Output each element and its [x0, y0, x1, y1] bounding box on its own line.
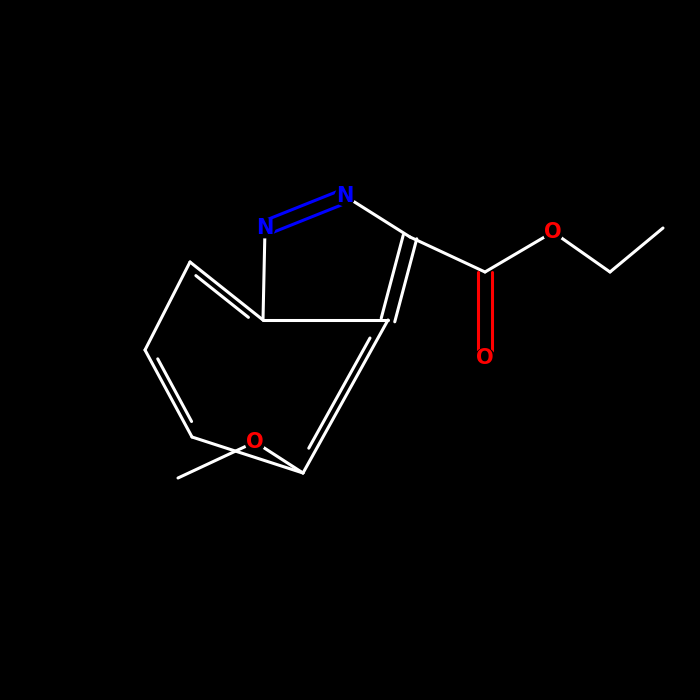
Circle shape [245, 432, 265, 452]
Text: O: O [246, 432, 264, 452]
Text: O: O [476, 348, 494, 368]
Circle shape [475, 349, 495, 368]
Text: N: N [336, 186, 354, 206]
Text: O: O [544, 222, 562, 242]
Circle shape [543, 223, 563, 241]
Text: N: N [256, 218, 274, 238]
Circle shape [335, 186, 355, 206]
Circle shape [256, 218, 274, 238]
